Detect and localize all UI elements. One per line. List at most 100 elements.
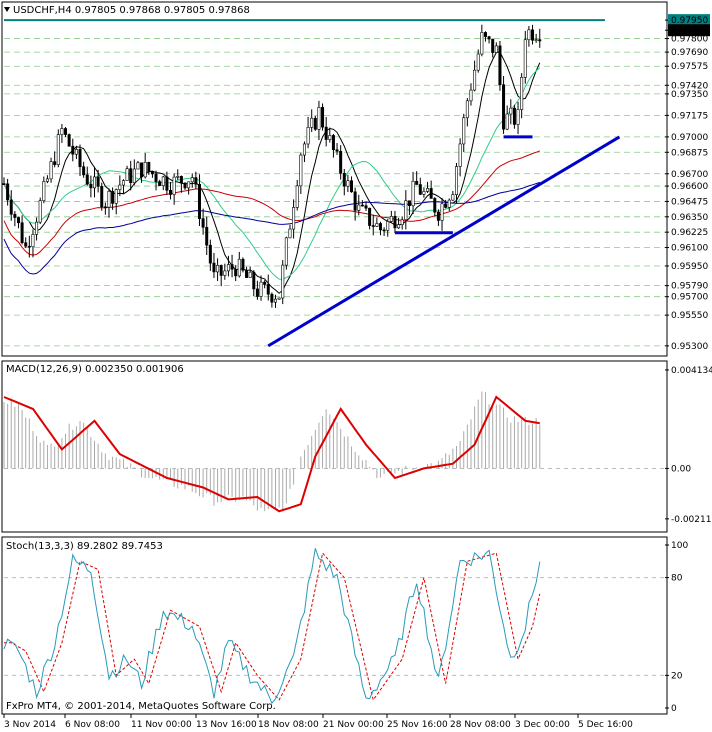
candle-body	[273, 298, 277, 303]
candle-body	[476, 53, 480, 71]
stoch-axis: 100 80 20 0	[665, 541, 688, 714]
time-label: 13 Nov 16:00	[196, 720, 257, 730]
candle-body	[219, 265, 223, 276]
candle-body	[248, 271, 252, 278]
candle-body	[324, 126, 328, 140]
candle-body	[335, 149, 339, 152]
macd-pane[interactable]	[1, 360, 668, 533]
candle-body	[42, 181, 46, 202]
candle-body	[317, 107, 321, 130]
candle-body	[266, 284, 270, 295]
candle-body	[509, 107, 513, 115]
candle-body	[302, 143, 306, 156]
price-label: 0.96225	[671, 228, 708, 238]
trendlines	[4, 19, 621, 348]
stoch-main	[3, 548, 541, 705]
candle-body	[523, 39, 527, 78]
price-pane[interactable]	[1, 1, 668, 357]
candle-body	[444, 203, 448, 208]
candle-body	[71, 145, 75, 155]
candle-body	[49, 161, 53, 180]
time-label: 21 Nov 00:00	[323, 720, 384, 730]
stoch-gridlines	[4, 577, 665, 676]
stoch-label: 20	[671, 671, 683, 681]
price-label: 0.95700	[671, 293, 708, 303]
candles	[2, 24, 542, 308]
stoch-label: 80	[671, 574, 683, 584]
price-label: 0.96700	[671, 170, 708, 180]
candle-body	[277, 297, 281, 300]
time-label: 3 Nov 2014	[4, 720, 56, 730]
candle-body	[429, 188, 433, 199]
price-label: 0.96600	[671, 182, 708, 192]
candle-body	[223, 270, 227, 276]
candle-body	[299, 154, 303, 187]
macd-header: MACD(12,26,9) 0.002350 0.001906	[6, 364, 184, 375]
candle-body	[371, 225, 375, 227]
candle-body	[114, 189, 118, 204]
candle-body	[284, 237, 288, 266]
candle-body	[38, 200, 42, 223]
candle-body	[498, 45, 502, 86]
candle-body	[378, 223, 382, 231]
time-label: 3 Dec 00:00	[515, 720, 570, 730]
candle-body	[245, 269, 249, 278]
price-label: 0.97420	[671, 81, 708, 91]
candle-body	[331, 135, 335, 151]
candle-body	[418, 184, 422, 195]
time-axis: 3 Nov 2014 6 Nov 08:00 11 Nov 00:00 13 Nov …	[3, 714, 633, 730]
candle-body	[400, 219, 404, 226]
macd-label: 0.00	[671, 464, 691, 474]
candle-body	[176, 176, 180, 178]
candle-body	[74, 149, 78, 155]
candle-body	[190, 177, 194, 183]
candle-body	[100, 186, 104, 208]
candle-body	[237, 258, 241, 277]
candle-body	[382, 229, 386, 232]
candle-body	[346, 180, 350, 187]
price-label: 0.95550	[671, 311, 708, 321]
candle-body	[360, 204, 364, 207]
stoch-pane[interactable]	[1, 536, 668, 715]
price-label: 0.97350	[671, 90, 708, 100]
candle-body	[2, 183, 6, 185]
candle-body	[368, 207, 372, 226]
candle-body	[259, 281, 263, 297]
candle-body	[252, 271, 256, 290]
candle-body	[150, 171, 154, 175]
price-label: 0.96875	[671, 148, 708, 158]
candle-body	[13, 213, 17, 218]
candle-body	[404, 200, 408, 221]
candle-body	[451, 194, 455, 201]
time-label: 25 Nov 16:00	[387, 720, 448, 730]
candle-body	[121, 180, 125, 186]
candle-body	[426, 188, 430, 192]
candle-body	[129, 168, 133, 183]
candle-body	[281, 264, 285, 299]
candle-body	[487, 36, 491, 40]
candle-body	[212, 262, 216, 273]
candle-body	[197, 183, 201, 219]
candle-body	[183, 182, 187, 189]
candle-body	[125, 168, 129, 181]
candle-body	[407, 200, 411, 207]
candle-body	[364, 205, 368, 209]
price-label: 0.97000	[671, 133, 708, 143]
candle-body	[103, 206, 107, 209]
candle-body	[194, 177, 198, 185]
price-label: 0.97690	[671, 48, 708, 58]
macd-signal-line	[3, 395, 540, 513]
candle-body	[342, 173, 346, 187]
candle-body	[480, 32, 484, 55]
candle-body	[433, 198, 437, 213]
candle-body	[512, 107, 516, 125]
candle-body	[118, 184, 122, 190]
macd-label: 0.004134	[671, 366, 712, 376]
candle-body	[339, 150, 343, 174]
dropdown-triangle-icon[interactable]	[4, 7, 10, 12]
candle-body	[31, 234, 35, 248]
candle-body	[350, 180, 354, 193]
candle-body	[27, 245, 31, 248]
candle-body	[85, 174, 89, 185]
